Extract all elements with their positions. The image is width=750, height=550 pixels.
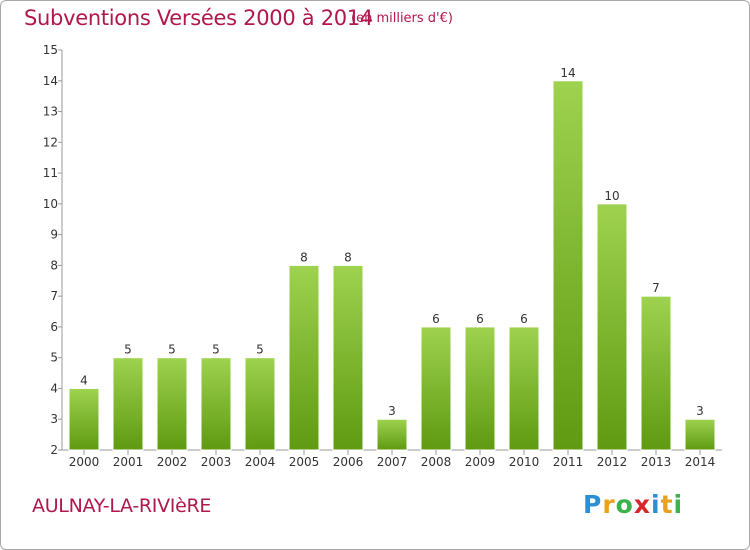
data-label-2003: 5: [212, 343, 220, 357]
bar-2006: [332, 264, 364, 451]
logo-letter: i: [651, 490, 661, 519]
y-tick-label: 11: [43, 166, 58, 180]
chart-title: Subventions Versées 2000 à 2014: [24, 6, 373, 30]
data-label-2000: 4: [80, 373, 88, 387]
data-label-2008: 6: [432, 312, 440, 326]
chart-unit-subtitle: (en milliers d'€): [351, 11, 453, 26]
bar-2012: [596, 203, 628, 451]
y-tick-label: 10: [43, 197, 58, 211]
bar-2004: [244, 357, 276, 451]
bar-2001: [112, 357, 144, 451]
logo-letter: x: [633, 490, 651, 519]
bar-2008: [420, 326, 452, 451]
y-tick-label: 12: [43, 135, 58, 149]
x-tick-label: 2006: [333, 455, 364, 469]
bar-2005: [288, 264, 320, 451]
data-label-2009: 6: [476, 312, 484, 326]
bar-2007: [376, 418, 408, 451]
x-tick-label: 2003: [201, 455, 232, 469]
data-label-2013: 7: [652, 281, 660, 295]
data-label-2011: 14: [560, 66, 575, 80]
logo-letter: i: [673, 490, 684, 519]
data-label-2005: 8: [300, 250, 308, 264]
bar-2002: [156, 357, 188, 451]
y-tick-label: 14: [43, 74, 58, 88]
x-tick-label: 2004: [245, 455, 276, 469]
x-tick-label: 2009: [465, 455, 496, 469]
y-tick-label: 13: [43, 105, 58, 119]
logo-letter: r: [602, 490, 616, 519]
data-label-2006: 8: [344, 250, 352, 264]
y-tick-label: 8: [50, 258, 58, 272]
x-tick-label: 2002: [157, 455, 188, 469]
x-tick-label: 2012: [597, 455, 628, 469]
data-label-2012: 10: [604, 189, 619, 203]
x-tick-label: 2000: [69, 455, 100, 469]
data-label-2004: 5: [256, 343, 264, 357]
bar-2011: [552, 80, 584, 451]
bar-2009: [464, 326, 496, 451]
x-tick-label: 2013: [641, 455, 672, 469]
y-tick-label: 15: [43, 43, 58, 57]
y-tick-label: 5: [50, 351, 58, 365]
data-label-2010: 6: [520, 312, 528, 326]
bar-2010: [508, 326, 540, 451]
x-tick-label: 2014: [685, 455, 716, 469]
y-tick-label: 2: [50, 443, 58, 457]
commune-name: AULNAY-LA-RIVIèRE: [32, 495, 212, 517]
data-label-2002: 5: [168, 343, 176, 357]
bar-2014: [684, 418, 716, 451]
y-tick-label: 3: [50, 412, 58, 426]
data-label-2007: 3: [388, 404, 396, 418]
proxiti-logo: Proxiti: [583, 490, 683, 519]
y-tick-label: 4: [50, 381, 58, 395]
x-tick-label: 2007: [377, 455, 408, 469]
logo-letter: t: [660, 490, 674, 519]
bar-2003: [200, 357, 232, 451]
logo-letter: o: [615, 490, 634, 519]
x-tick-label: 2011: [553, 455, 584, 469]
bar-2013: [640, 295, 672, 451]
y-tick-label: 7: [50, 289, 58, 303]
data-label-2001: 5: [124, 343, 132, 357]
y-tick-label: 6: [50, 320, 58, 334]
x-tick-label: 2010: [509, 455, 540, 469]
x-tick-label: 2008: [421, 455, 452, 469]
y-tick-label: 9: [50, 228, 58, 242]
x-tick-label: 2001: [113, 455, 144, 469]
bar-2000: [68, 387, 100, 451]
logo-letter: P: [583, 490, 603, 519]
data-label-2014: 3: [696, 404, 704, 418]
x-tick-label: 2005: [289, 455, 320, 469]
